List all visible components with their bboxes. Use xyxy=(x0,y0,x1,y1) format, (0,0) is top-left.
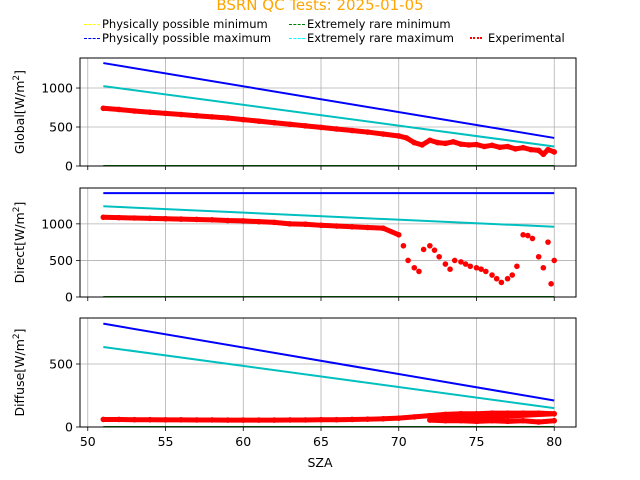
axes-frame xyxy=(79,57,577,167)
data-point-experimental xyxy=(458,259,464,265)
series-line-physically-possible-maximum xyxy=(103,62,555,139)
legend-label: Extremely rare maximum xyxy=(307,31,454,45)
legend-label: Physically possible maximum xyxy=(102,31,272,45)
series-line-physically-possible-maximum xyxy=(103,322,555,402)
y-tick-label: 0 xyxy=(65,290,73,305)
plot-area xyxy=(100,192,558,297)
legend-swatch xyxy=(84,23,100,25)
legend-label: Physically possible minimum xyxy=(102,17,268,31)
series-line-extremely-rare-maximum xyxy=(103,345,555,410)
data-point-experimental xyxy=(420,246,427,253)
data-point-experimental xyxy=(436,253,442,260)
series-experimental-band xyxy=(100,410,557,425)
data-point-experimental xyxy=(462,261,469,267)
legend-label: Experimental xyxy=(488,31,565,45)
legend-swatch xyxy=(470,37,482,39)
legend-item-phys-min: Physically possible minimum xyxy=(84,17,268,31)
panel-2: 0 500 1000 Direct[W/m2] xyxy=(12,187,577,305)
legend-label: Extremely rare minimum xyxy=(307,17,451,31)
panel-1: 0 500 1000 Global[W/m2] xyxy=(12,57,577,174)
y-tick-label: 1000 xyxy=(41,216,73,231)
series-experimental-band xyxy=(100,214,402,238)
data-point-experimental xyxy=(535,253,542,260)
data-point-experimental xyxy=(400,242,407,249)
x-tick-label: 80 xyxy=(546,434,562,449)
data-point-experimental xyxy=(431,247,438,253)
plot-area xyxy=(100,62,558,166)
chart-title: BSRN QC Tests: 2025-01-05 xyxy=(216,0,424,14)
data-point-experimental xyxy=(489,272,495,278)
data-point-experimental xyxy=(416,268,422,275)
data-point-experimental xyxy=(447,266,453,273)
data-point-experimental xyxy=(529,235,536,242)
legend-item-rare-max: Extremely rare maximum xyxy=(289,31,454,45)
y-axis-label: Diffuse[W/m2] xyxy=(12,328,27,416)
series-experimental-band xyxy=(100,105,557,157)
y-tick-label: 500 xyxy=(49,120,73,135)
data-point-experimental xyxy=(493,275,500,282)
y-tick-label: 1000 xyxy=(41,81,73,96)
legend-swatch xyxy=(289,37,305,39)
data-point-experimental xyxy=(411,264,418,271)
legend-swatch xyxy=(289,23,305,25)
data-point-experimental xyxy=(548,281,554,287)
legend-swatch xyxy=(84,37,100,39)
series-line-extremely-rare-maximum xyxy=(103,85,555,148)
y-tick-label: 0 xyxy=(65,420,73,435)
series-line-extremely-rare-maximum xyxy=(103,205,555,228)
data-point-experimental xyxy=(467,263,474,270)
data-point-experimental xyxy=(442,261,449,267)
panel-3: 0 500 50 55 60 65 70 75 80 Diffuse[W/m2] SZA xyxy=(12,317,577,470)
data-point-experimental xyxy=(524,232,531,239)
x-axis-label: SZA xyxy=(307,455,332,470)
y-tick-label: 0 xyxy=(65,159,73,174)
x-tick-label: 65 xyxy=(313,434,329,449)
plot-area xyxy=(100,322,558,427)
x-tick-label: 60 xyxy=(235,434,251,449)
x-tick-label: 55 xyxy=(158,434,174,449)
data-point-experimental xyxy=(478,266,484,273)
y-tick-label: 500 xyxy=(49,356,73,371)
legend-item-experimental: Experimental xyxy=(470,31,565,45)
data-point-experimental xyxy=(551,257,558,264)
data-point-experimental xyxy=(451,257,458,264)
x-tick-label: 70 xyxy=(391,434,407,449)
x-tick-label: 50 xyxy=(80,434,96,449)
data-point-experimental xyxy=(504,275,511,282)
y-axis-label: Direct[W/m2] xyxy=(12,202,27,284)
y-axis-label: Global[W/m2] xyxy=(12,70,27,154)
data-point-experimental xyxy=(473,264,480,271)
data-point-experimental xyxy=(498,279,505,286)
legend-item-rare-min: Extremely rare minimum xyxy=(289,17,451,31)
data-point-experimental xyxy=(509,272,516,278)
data-point-experimental xyxy=(545,239,551,245)
axes-frame xyxy=(79,187,577,298)
y-tick-label: 500 xyxy=(49,253,73,268)
data-point-experimental xyxy=(514,263,520,270)
x-tick-label: 75 xyxy=(469,434,485,449)
data-point-experimental xyxy=(427,242,433,249)
data-point-experimental xyxy=(540,264,547,271)
data-point-experimental xyxy=(520,232,526,238)
data-point-experimental xyxy=(483,268,489,275)
axes-frame xyxy=(79,317,577,428)
data-point-experimental xyxy=(405,257,411,264)
legend-item-phys-max: Physically possible maximum xyxy=(84,31,271,45)
